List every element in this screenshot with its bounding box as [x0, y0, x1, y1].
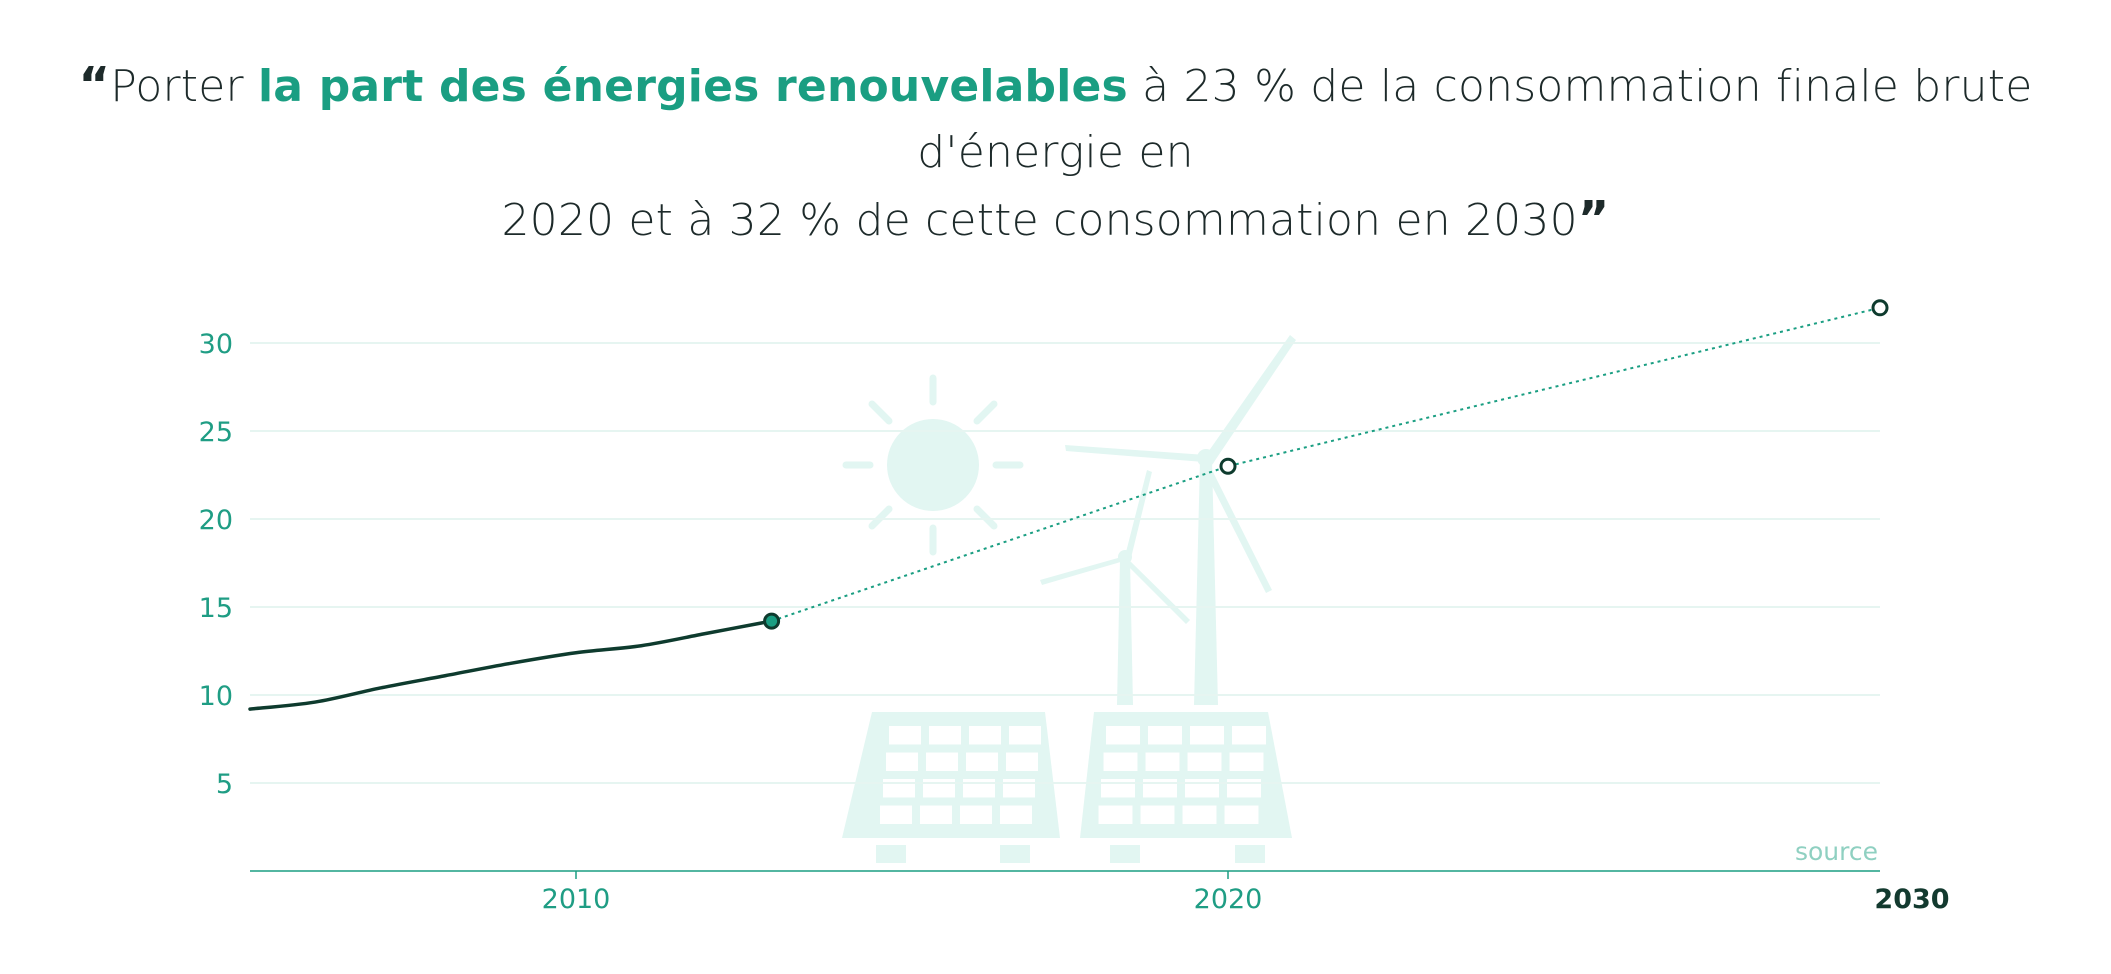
y-tick-label: 20 — [199, 505, 233, 536]
chart-markers — [763, 299, 1889, 630]
x-tick-label: 2030 — [1874, 884, 1949, 915]
close-quote-mark: ” — [1577, 191, 1610, 247]
quote-text-before: Porter — [110, 61, 259, 112]
quote-highlight: la part des énergies renouvelables — [258, 61, 1128, 112]
y-axis-ticks: 5 10 15 20 25 30 — [199, 329, 233, 800]
wind-turbine-small-icon — [1040, 470, 1190, 705]
renewables-illustration — [842, 335, 1296, 863]
series-line-historical — [248, 619, 774, 711]
quote-text-line2: 2020 et à 32 % de cette consommation en … — [501, 195, 1578, 246]
open-quote-mark: “ — [78, 57, 111, 113]
target-point-marker[interactable] — [1219, 457, 1237, 475]
y-tick-label: 25 — [199, 417, 233, 448]
sun-icon — [842, 374, 1024, 556]
data-point-marker[interactable] — [763, 612, 781, 630]
solar-panel-icon — [842, 712, 1060, 863]
chart-series — [248, 306, 1881, 711]
chart-gridlines — [250, 342, 1880, 784]
y-tick-label: 30 — [199, 329, 233, 360]
x-tick-label: 2020 — [1194, 884, 1263, 915]
solar-panel-icon — [1080, 712, 1292, 863]
quote-text-after: à 23 % de la consommation finale brute d… — [917, 61, 2033, 178]
source-link[interactable]: source — [1795, 837, 1878, 866]
x-tick-label: 2010 — [542, 884, 611, 915]
target-point-marker[interactable] — [1871, 299, 1889, 317]
x-axis-ticks: 2010 2020 2030 — [542, 871, 1950, 915]
y-tick-label: 5 — [216, 769, 233, 800]
quote-title: “Porter la part des énergies renouvelabl… — [0, 52, 2111, 254]
y-tick-label: 15 — [199, 593, 233, 624]
y-tick-label: 10 — [199, 681, 233, 712]
